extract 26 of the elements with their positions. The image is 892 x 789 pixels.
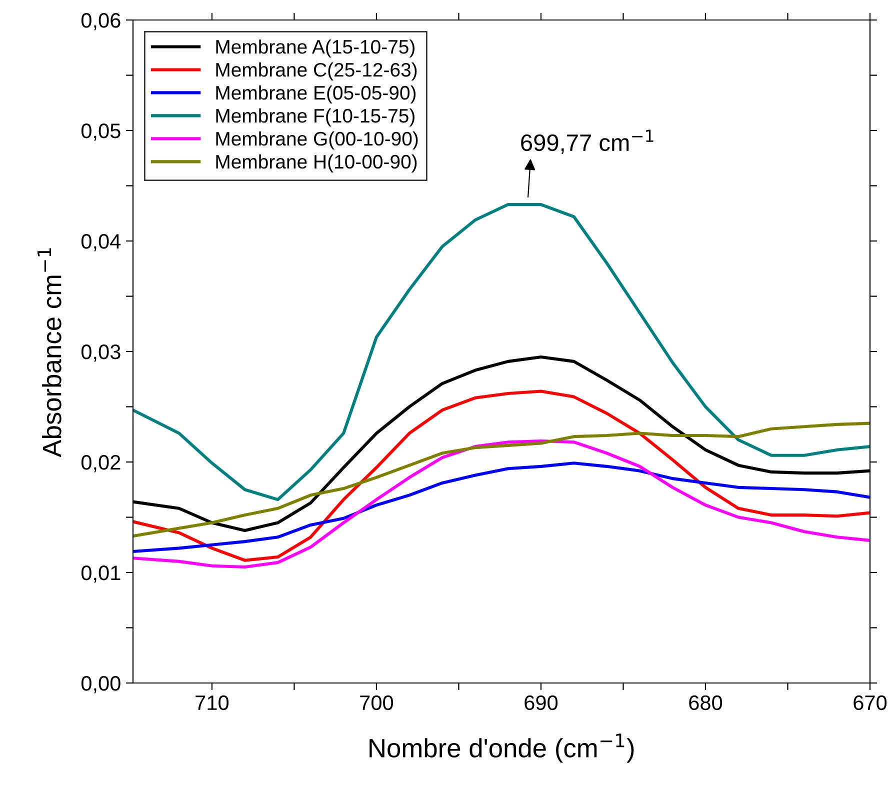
- line-series: [133, 439, 870, 569]
- legend-label: Membrane A(15-10-75): [216, 39, 414, 58]
- x-tick-label: 670: [854, 695, 887, 710]
- legend-label: Membrane G(00-10-90): [216, 131, 418, 150]
- line-series: [133, 390, 870, 562]
- x-tick-label: 680: [689, 695, 722, 710]
- x-tick-label: 690: [524, 695, 558, 710]
- annotation: 699,77 cm$^{−1}$: [521, 130, 654, 154]
- y-tick-label: 0,00: [81, 676, 120, 694]
- legend-label: Membrane C(25-12-63): [216, 62, 417, 81]
- y-tick-label: 0,05: [81, 124, 120, 141]
- y-tick-label: 0,06: [81, 13, 120, 30]
- y-axis-title: Absorbance cm$^{−1}$: [38, 248, 62, 458]
- legend-label: Membrane F(10-15-75): [216, 108, 414, 127]
- y-tick-label: 0,02: [81, 455, 120, 472]
- x-axis-title: Nombre d'onde (cm$^{−1}$): [370, 734, 634, 763]
- x-tick-label: 700: [360, 695, 394, 710]
- legend-label: Membrane E(05-05-90): [216, 85, 416, 104]
- legend-label: Membrane H(10-00-90): [216, 154, 417, 172]
- line-series: [133, 422, 870, 538]
- line-series: [133, 203, 870, 502]
- y-tick-label: 0,04: [81, 234, 121, 252]
- y-tick-label: 0,01: [81, 566, 120, 583]
- y-tick-label: 0,03: [81, 344, 120, 362]
- line-series: [133, 462, 870, 554]
- x-tick-label: 710: [196, 695, 229, 710]
